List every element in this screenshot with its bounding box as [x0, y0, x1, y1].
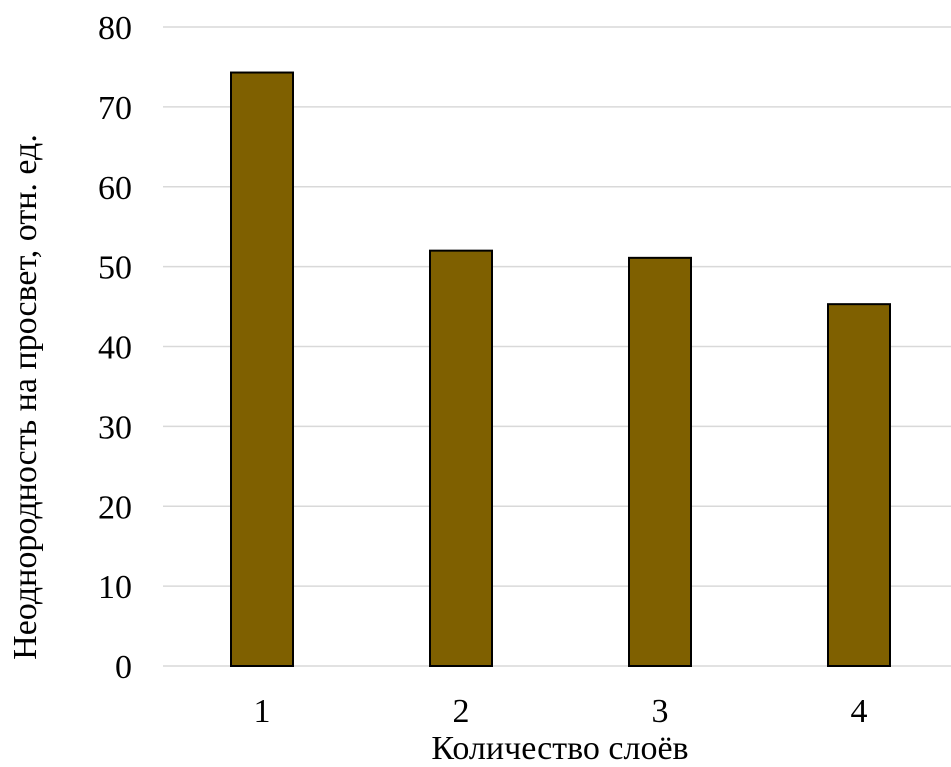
- x-tick-label: 4: [851, 693, 868, 730]
- bar-4: [827, 303, 891, 667]
- y-tick-label: 20: [98, 489, 132, 526]
- y-tick-label: 30: [98, 409, 132, 446]
- y-tick-label: 50: [98, 250, 132, 287]
- x-axis-title: Количество слоёв: [431, 730, 688, 767]
- x-tick-labels: 1 2 3 4: [254, 693, 868, 730]
- gridlines: [163, 26, 951, 667]
- y-tick-label: 0: [115, 649, 132, 686]
- y-tick-labels: 0 10 20 30 40 50 60 70 80: [98, 10, 132, 686]
- x-tick-label: 3: [652, 693, 669, 730]
- y-axis-title: Неоднородность на просвет, отн. ед.: [7, 134, 44, 660]
- bar-2: [429, 249, 493, 667]
- bars: [230, 71, 891, 667]
- y-tick-label: 70: [98, 90, 132, 127]
- y-tick-label: 60: [98, 170, 132, 207]
- y-tick-label: 40: [98, 330, 132, 367]
- bar-1: [230, 71, 294, 667]
- y-tick-label: 80: [98, 10, 132, 47]
- bar-3: [628, 256, 692, 667]
- x-tick-label: 1: [254, 693, 271, 730]
- x-tick-label: 2: [453, 693, 470, 730]
- y-tick-label: 10: [98, 569, 132, 606]
